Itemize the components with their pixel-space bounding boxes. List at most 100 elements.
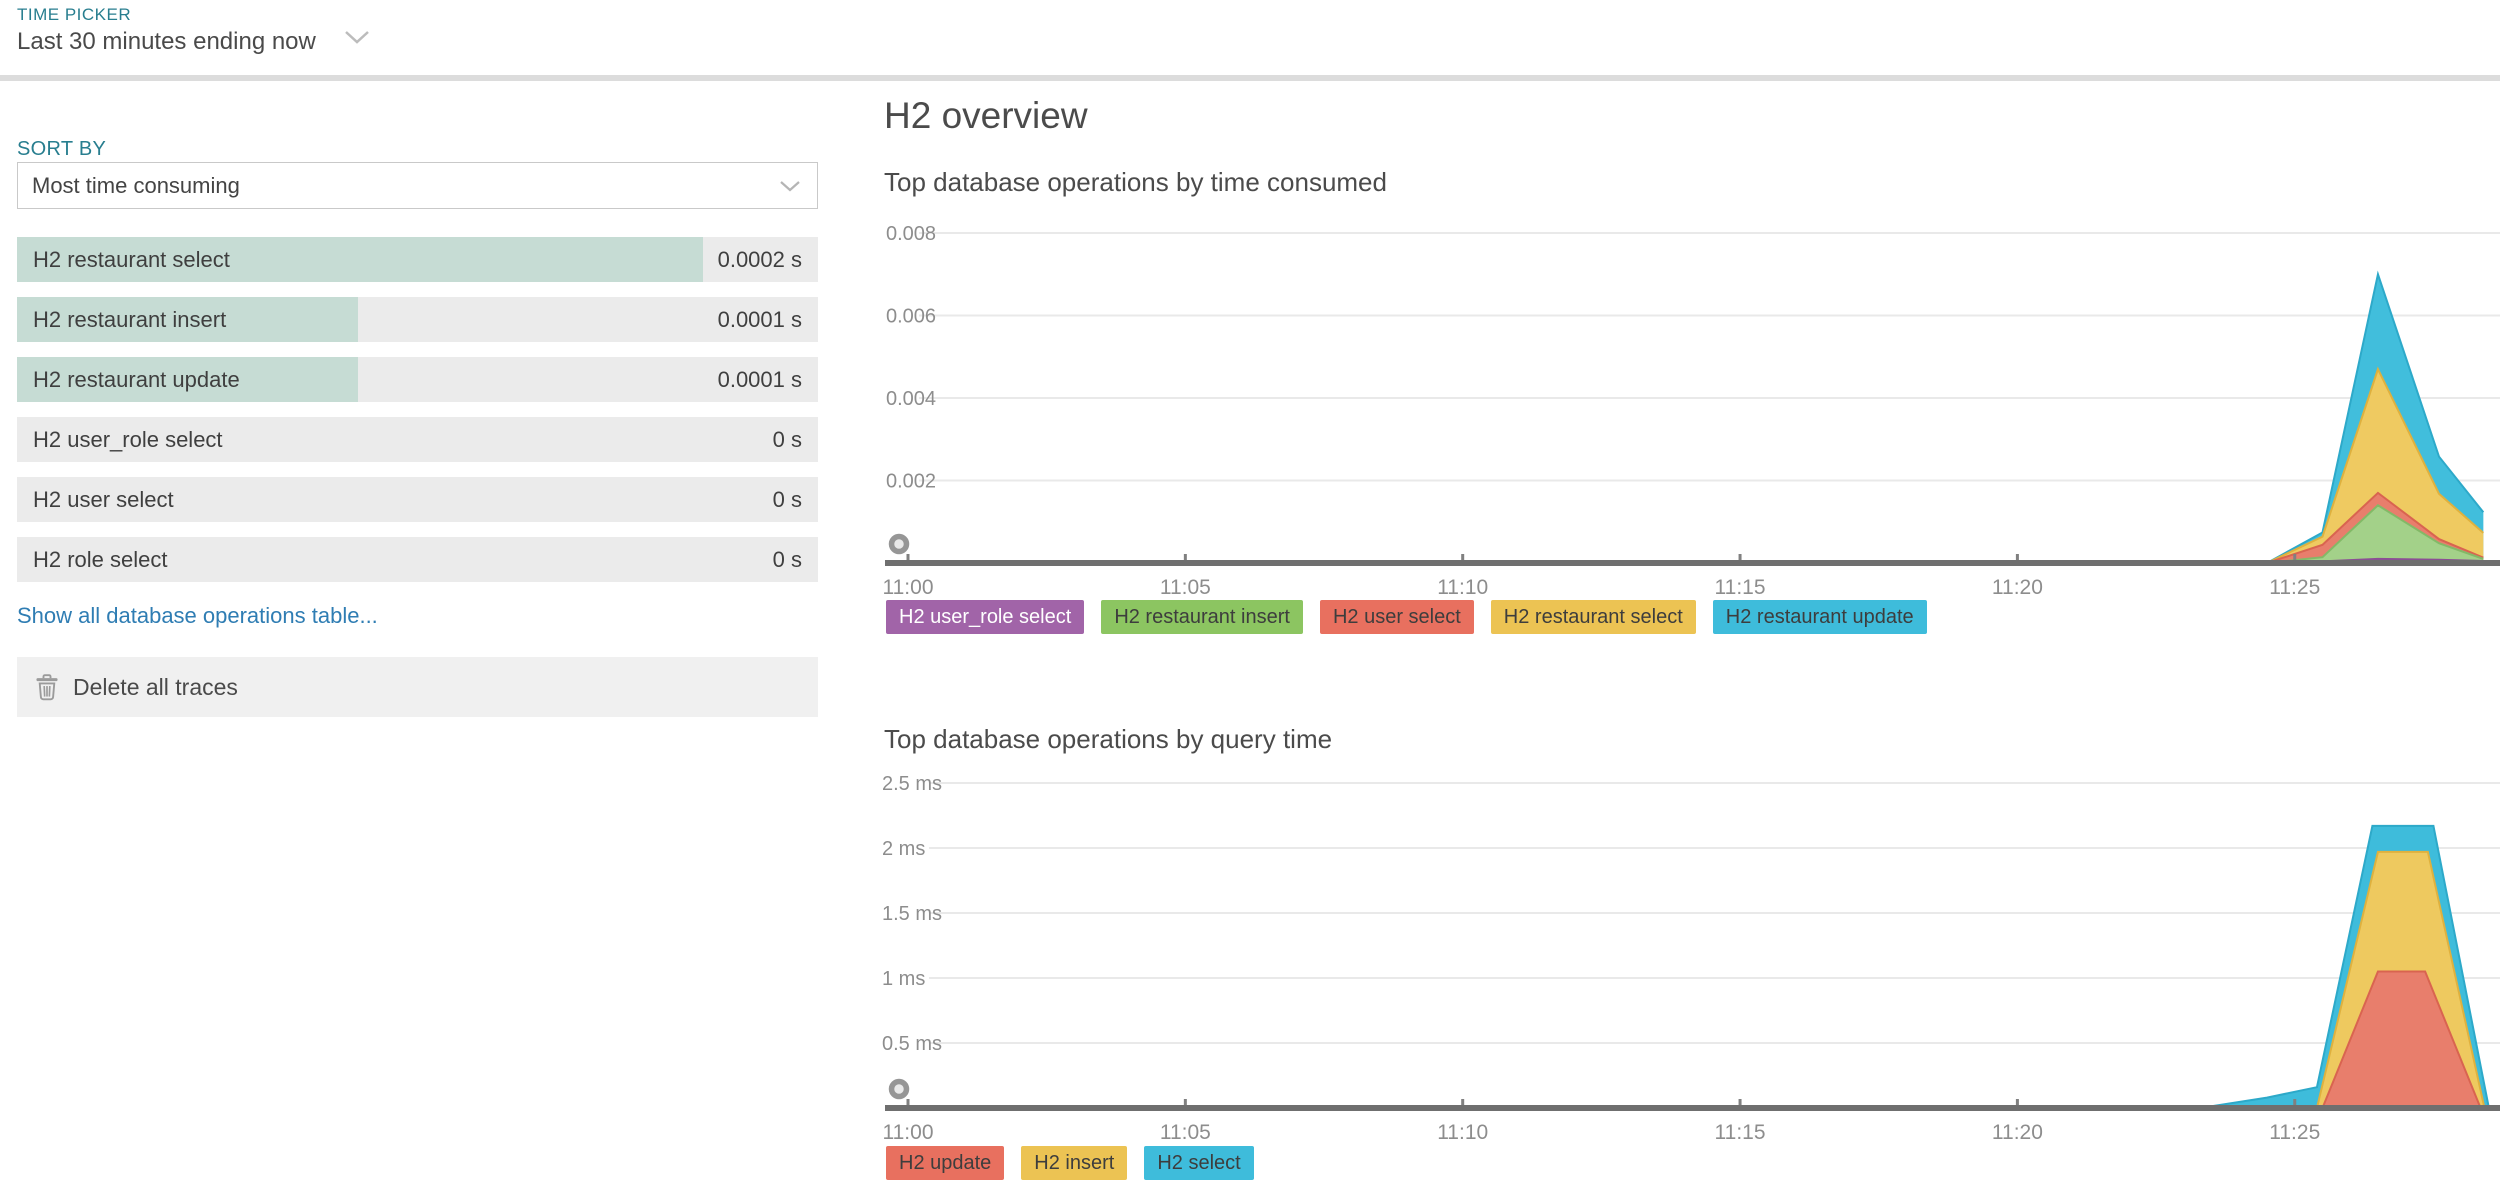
sort-by-selected-value: Most time consuming: [32, 173, 240, 198]
chart-area-1[interactable]: 0.002 0.004 0.006 0.008 11:00 11:05 11:10 11:15…: [883, 223, 2500, 599]
x-tick: [906, 554, 910, 560]
sort-by-label: SORT BY: [17, 138, 107, 160]
legend-pill[interactable]: H2 user_role select: [886, 600, 1085, 634]
operation-row[interactable]: H2 user select 0 s: [17, 477, 818, 522]
operation-row[interactable]: H2 role select 0 s: [17, 537, 818, 582]
x-tick: [1183, 1099, 1187, 1105]
y-tick-label: 2 ms: [882, 838, 925, 860]
operation-value: 0.0001 s: [717, 307, 802, 332]
operation-value: 0 s: [772, 427, 802, 452]
legend-pill[interactable]: H2 select: [1144, 1146, 1254, 1180]
operation-row[interactable]: H2 restaurant select 0.0002 s: [17, 237, 818, 282]
series-h2-restaurant-update-edge: [908, 270, 2485, 564]
operation-name: H2 role select: [33, 547, 168, 572]
x-tick: [1738, 554, 1742, 560]
x-tick: [1461, 554, 1465, 560]
operation-row[interactable]: H2 restaurant insert 0.0001 s: [17, 297, 818, 342]
y-tick-label: 0.004: [886, 388, 936, 410]
operation-name: H2 user_role select: [33, 427, 223, 452]
operation-time-bar: [17, 297, 359, 342]
show-all-operations-link[interactable]: Show all database operations table...: [17, 603, 378, 628]
x-tick: [2293, 1099, 2297, 1105]
x-tick: [1461, 1099, 1465, 1105]
operation-value: 0.0001 s: [717, 367, 802, 392]
series-h2-insert: [908, 851, 2485, 1108]
x-tick-label: 11:15: [1715, 1121, 1766, 1144]
x-tick: [2015, 1099, 2019, 1105]
x-tick-label: 11:00: [883, 576, 934, 599]
series-h2-user-select: [908, 492, 2484, 563]
time-picker-value: Last 30 minutes ending now: [17, 28, 316, 55]
y-tick-label: 0.008: [886, 223, 936, 245]
header-divider: [0, 75, 2500, 81]
y-tick-label: 0.002: [886, 471, 936, 493]
operation-value: 0.0002 s: [717, 247, 802, 272]
time-picker-label: TIME PICKER: [17, 5, 132, 24]
chart1-title: Top database operations by time consumed: [884, 167, 1387, 197]
y-tick-label: 0.5 ms: [882, 1033, 942, 1055]
operation-time-bar: [17, 357, 359, 402]
trash-icon: [36, 674, 58, 701]
operation-name: H2 user select: [33, 487, 174, 512]
series-h2-restaurant-update: [908, 274, 2484, 563]
time-picker[interactable]: TIME PICKER Last 30 minutes ending now: [17, 5, 316, 56]
chart2-title: Top database operations by query time: [884, 724, 1333, 754]
legend-pill[interactable]: H2 restaurant select: [1490, 600, 1696, 634]
x-tick-label: 11:05: [1160, 1121, 1211, 1144]
series-h2-update: [908, 971, 2481, 1108]
legend-pill[interactable]: H2 restaurant update: [1712, 600, 1927, 634]
delete-all-traces-label: Delete all traces: [73, 674, 238, 700]
series-h2-select-edge: [908, 824, 2490, 1109]
chart-area-2[interactable]: 0.5 ms 1 ms 1.5 ms 2 ms 2.5 ms 11:00 11:05 11:1…: [882, 773, 2500, 1144]
x-tick-label: 11:05: [1160, 576, 1211, 599]
chevron-down-icon[interactable]: [344, 30, 370, 45]
x-tick: [1738, 1099, 1742, 1105]
series-h2-restaurant-insert: [908, 505, 2484, 563]
x-tick-label: 11:00: [883, 1121, 934, 1144]
x-tick: [2293, 554, 2297, 560]
y-tick-label: 1.5 ms: [882, 903, 942, 925]
y-tick-label: 0.006: [886, 306, 936, 328]
x-tick: [1183, 554, 1187, 560]
page-title: H2 overview: [884, 95, 1088, 136]
x-tick-label: 11:25: [2269, 576, 2320, 599]
operation-time-bar: [17, 237, 703, 282]
legend-pill[interactable]: H2 user select: [1319, 600, 1474, 634]
x-tick-label: 11:10: [1437, 1121, 1488, 1144]
series-h2-user-select-edge: [908, 491, 2484, 564]
series-h2-restaurant-insert-edge: [908, 503, 2484, 564]
chart2-legend: H2 update H2 insert H2 select: [886, 1146, 1254, 1180]
x-axis-line: [885, 560, 2500, 566]
operation-row[interactable]: H2 restaurant update 0.0001 s: [17, 357, 818, 402]
chevron-down-icon: [780, 181, 800, 192]
x-tick-label: 11:15: [1715, 576, 1766, 599]
chart1-legend: H2 user_role select H2 restaurant insert H…: [886, 600, 1927, 634]
x-tick: [906, 1099, 910, 1105]
operation-name: H2 restaurant insert: [33, 307, 227, 332]
operation-name: H2 restaurant update: [33, 367, 240, 392]
operation-value: 0 s: [772, 487, 802, 512]
x-tick-label: 11:10: [1437, 576, 1488, 599]
x-axis-line: [885, 1105, 2500, 1111]
series-h2-update-edge: [908, 970, 2482, 1109]
operation-row[interactable]: H2 user_role select 0 s: [17, 417, 818, 462]
x-tick-label: 11:20: [1992, 1121, 2043, 1144]
operation-name: H2 restaurant select: [33, 247, 230, 272]
y-tick-label: 1 ms: [882, 968, 925, 990]
x-tick-label: 11:20: [1992, 576, 2043, 599]
series-h2-insert-edge: [908, 850, 2486, 1109]
series-h2-select: [908, 825, 2489, 1108]
x-tick: [2015, 554, 2019, 560]
legend-pill[interactable]: H2 restaurant insert: [1101, 600, 1303, 634]
data-point-marker[interactable]: [888, 1078, 910, 1100]
legend-pill[interactable]: H2 update: [886, 1146, 1005, 1180]
y-tick-label: 2.5 ms: [882, 773, 942, 795]
legend-pill[interactable]: H2 insert: [1021, 1146, 1128, 1180]
delete-all-traces-button[interactable]: Delete all traces: [17, 657, 818, 717]
sort-by-select[interactable]: Most time consuming: [17, 162, 818, 209]
x-tick-label: 11:25: [2269, 1121, 2320, 1144]
data-point-marker[interactable]: [888, 533, 910, 555]
operation-value: 0 s: [772, 547, 802, 572]
